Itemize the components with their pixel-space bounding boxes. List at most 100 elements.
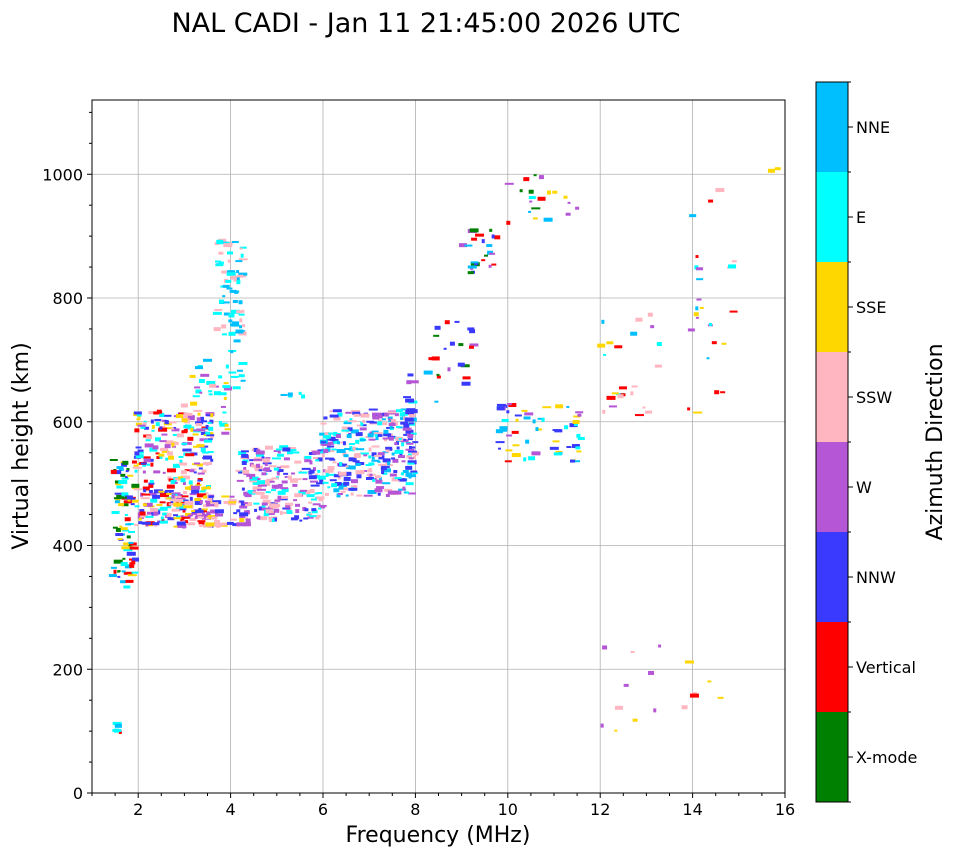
echo-mark xyxy=(258,465,263,470)
echo-mark xyxy=(319,479,324,484)
echo-mark xyxy=(229,495,235,498)
colorbar-tick-label: E xyxy=(856,208,866,227)
echo-mark xyxy=(115,483,122,486)
echo-mark xyxy=(330,450,335,453)
echo-mark xyxy=(136,418,141,421)
echo-mark xyxy=(254,508,258,512)
echo-mark xyxy=(603,353,607,356)
echo-mark xyxy=(179,508,187,511)
echo-mark xyxy=(200,416,205,421)
echo-mark xyxy=(150,462,154,467)
echo-mark xyxy=(183,412,193,416)
echo-mark xyxy=(178,455,184,458)
echo-mark xyxy=(223,396,227,400)
echo-mark xyxy=(215,513,224,517)
echo-mark xyxy=(126,551,136,556)
echo-mark xyxy=(286,511,293,514)
x-tick-label: 10 xyxy=(498,800,518,819)
echo-mark xyxy=(365,476,374,480)
echo-mark xyxy=(149,480,154,484)
echo-mark xyxy=(273,508,280,513)
echo-mark xyxy=(563,195,568,199)
echo-mark xyxy=(523,416,531,420)
echo-mark xyxy=(549,446,559,450)
echo-mark xyxy=(176,414,184,419)
echo-mark xyxy=(375,479,383,484)
echo-mark xyxy=(632,718,638,722)
echo-mark xyxy=(687,407,691,411)
echo-mark xyxy=(206,514,216,517)
echo-mark xyxy=(148,489,153,493)
echo-mark xyxy=(228,331,236,336)
echo-mark xyxy=(555,450,563,453)
echo-mark xyxy=(287,392,293,397)
echo-mark xyxy=(207,486,211,490)
echo-mark xyxy=(373,432,383,435)
echo-mark xyxy=(121,503,129,507)
echo-mark xyxy=(356,474,362,479)
echo-mark xyxy=(396,425,401,428)
echo-mark xyxy=(381,418,386,421)
echo-mark xyxy=(194,366,203,370)
echo-mark xyxy=(356,424,362,427)
echo-mark xyxy=(368,467,372,472)
echo-mark xyxy=(381,412,389,417)
echo-mark xyxy=(569,423,578,428)
echo-mark xyxy=(166,492,175,495)
echo-mark xyxy=(359,452,369,455)
echo-mark xyxy=(299,489,307,492)
echo-mark xyxy=(338,485,344,490)
echo-mark xyxy=(488,264,492,268)
echo-mark xyxy=(487,250,494,255)
echo-mark xyxy=(342,441,346,446)
echo-mark xyxy=(305,490,311,495)
echo-mark xyxy=(308,475,317,480)
echo-mark xyxy=(695,316,699,319)
echo-mark xyxy=(391,457,396,460)
echo-mark xyxy=(209,383,217,388)
echo-mark xyxy=(156,409,162,414)
echo-mark xyxy=(232,386,241,390)
echo-mark xyxy=(342,451,347,456)
echo-mark xyxy=(368,447,372,452)
echo-mark xyxy=(352,446,356,451)
echo-mark xyxy=(287,475,292,480)
echo-mark xyxy=(116,466,124,470)
echo-mark xyxy=(394,477,402,480)
echo-mark xyxy=(195,484,202,487)
echo-mark xyxy=(257,480,266,485)
echo-mark xyxy=(576,433,581,438)
echo-mark xyxy=(134,469,138,473)
echo-mark xyxy=(564,425,569,430)
echo-mark xyxy=(187,436,194,441)
echo-mark xyxy=(152,522,160,526)
echo-mark xyxy=(182,449,190,452)
echo-mark xyxy=(261,507,271,511)
echo-mark xyxy=(288,446,297,451)
echo-mark xyxy=(511,430,519,434)
echo-mark xyxy=(405,465,413,470)
echo-mark xyxy=(132,557,140,562)
echo-mark xyxy=(355,439,360,444)
echo-mark xyxy=(345,494,349,497)
echo-mark xyxy=(159,520,168,524)
echo-mark xyxy=(290,451,300,454)
echo-mark xyxy=(274,499,281,502)
echo-mark xyxy=(279,445,289,449)
echo-mark xyxy=(124,517,131,522)
echo-mark xyxy=(239,500,245,503)
echo-mark xyxy=(262,499,271,504)
echo-mark xyxy=(345,465,349,468)
echo-mark xyxy=(491,263,497,266)
colorbar-segment xyxy=(816,442,848,532)
echo-mark xyxy=(373,454,382,457)
echo-mark xyxy=(600,723,604,728)
echo-mark xyxy=(412,441,419,444)
echo-mark xyxy=(394,490,402,495)
echo-mark xyxy=(273,450,281,453)
echo-mark xyxy=(120,473,126,477)
echo-mark xyxy=(146,511,152,515)
echo-mark xyxy=(331,448,337,451)
echo-mark xyxy=(294,460,302,464)
echo-mark xyxy=(310,484,320,487)
